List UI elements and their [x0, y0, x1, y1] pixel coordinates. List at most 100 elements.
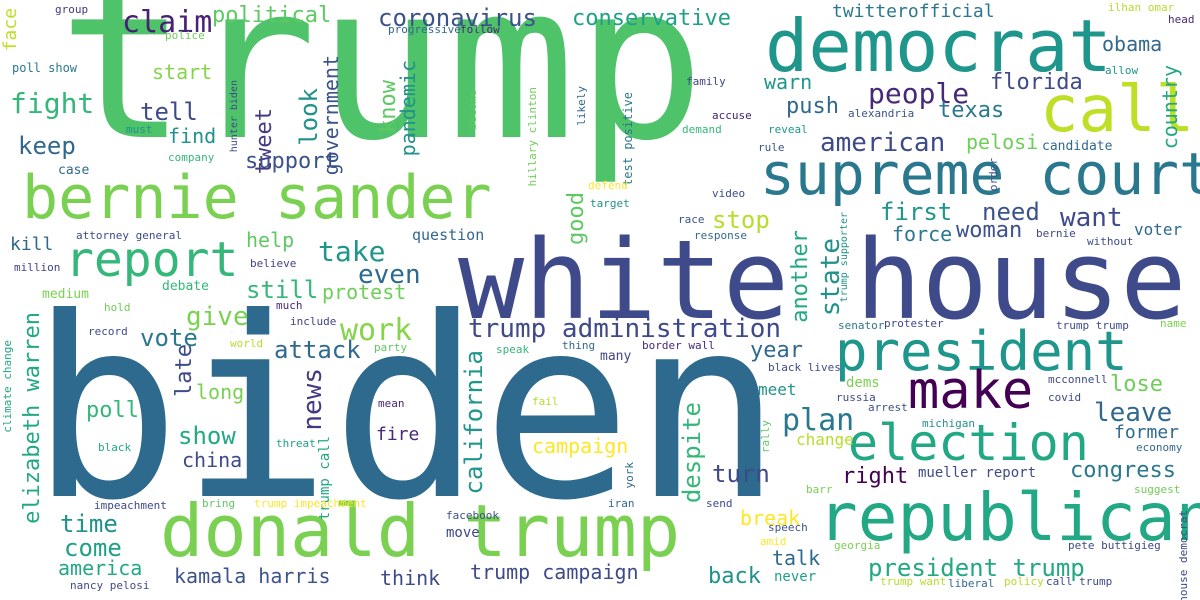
word: trump trump	[1056, 319, 1129, 332]
word: people	[868, 77, 970, 110]
word: climate change	[1, 340, 14, 433]
word: support	[245, 149, 338, 174]
word: without	[1087, 235, 1134, 248]
word: attack	[274, 336, 361, 364]
word: case	[58, 163, 90, 178]
word: push	[786, 94, 839, 119]
word: congress	[1070, 458, 1176, 483]
word: first	[880, 198, 953, 226]
word: medium	[42, 287, 89, 302]
word: bernie sander	[22, 163, 492, 233]
word: woman	[956, 218, 1023, 243]
word: find	[168, 124, 217, 148]
word: many	[600, 349, 632, 364]
word: trump campaign	[470, 560, 639, 584]
word: move	[446, 525, 480, 541]
word: group	[55, 3, 89, 16]
word: threat	[276, 437, 316, 450]
word: name	[1160, 317, 1187, 330]
word: russia	[836, 391, 876, 404]
word: york	[623, 462, 636, 489]
word: fail	[532, 395, 559, 408]
word: company	[168, 151, 215, 164]
word: think	[380, 566, 441, 590]
word: fight	[10, 87, 95, 120]
word: speak	[496, 343, 530, 356]
word: police	[165, 29, 205, 42]
word: warn	[764, 70, 813, 94]
word: candidate	[1042, 139, 1113, 154]
word: american	[820, 128, 946, 158]
word: border wall	[642, 339, 715, 352]
word: help	[246, 228, 295, 252]
word: trump impeachment	[254, 497, 367, 510]
word: conservative	[572, 6, 731, 31]
word: mueller report	[918, 465, 1037, 481]
word: must	[126, 123, 153, 136]
word: president trump	[868, 554, 1085, 582]
word: debate	[162, 279, 209, 294]
word: pete buttigieg	[1068, 539, 1161, 552]
word: pandemic	[396, 60, 420, 157]
word: head	[1168, 13, 1195, 26]
word: speech	[768, 521, 808, 534]
word: former	[1114, 422, 1180, 443]
word: attorney general	[76, 229, 182, 242]
word: order	[987, 158, 1000, 192]
word: become	[466, 90, 479, 130]
word: president	[835, 320, 1128, 383]
word: defend	[588, 179, 628, 192]
word: kill	[10, 234, 54, 255]
word: campaign	[532, 434, 629, 458]
word: call trump	[1046, 575, 1113, 588]
word: never	[774, 569, 817, 585]
word: question	[412, 226, 485, 244]
word: break	[740, 506, 801, 530]
word: florida	[990, 70, 1083, 95]
word: dems	[846, 375, 880, 391]
word: include	[290, 315, 337, 328]
word: year	[750, 338, 803, 363]
word: arrest	[868, 401, 908, 414]
word: democrat	[765, 4, 1112, 88]
word: impeachment	[94, 499, 167, 512]
word: hillary clinton	[526, 87, 539, 187]
word: senator	[838, 319, 885, 332]
word: give	[186, 302, 249, 332]
word: accuse	[712, 109, 752, 122]
word: long	[196, 380, 245, 404]
word: republican	[818, 479, 1200, 556]
word: test positive	[621, 92, 635, 186]
word: video	[712, 187, 746, 200]
word: million	[14, 261, 61, 274]
word: house democrat	[1177, 510, 1190, 600]
word: family	[686, 75, 726, 88]
word: policy	[1004, 575, 1044, 588]
word: nancy pelosi	[70, 579, 150, 592]
word: change	[796, 430, 854, 449]
word: mcconnell	[1048, 373, 1108, 386]
word: california	[460, 350, 488, 495]
word: rally	[759, 420, 772, 454]
word: texas	[938, 98, 1005, 123]
word: believe	[250, 257, 297, 270]
word: georgia	[834, 539, 881, 552]
word: supreme court	[760, 140, 1200, 208]
word: alexandria	[848, 107, 915, 120]
word: facebook	[446, 509, 499, 522]
word: trump administration	[468, 314, 782, 344]
word: look	[295, 88, 323, 146]
word: meet	[758, 380, 797, 399]
word: election	[848, 414, 1089, 472]
word: voter	[1134, 220, 1183, 239]
word: turn	[712, 460, 770, 488]
word: white house	[458, 216, 1187, 344]
word: america	[58, 556, 143, 580]
word: take	[318, 235, 386, 268]
word: call	[1040, 73, 1195, 147]
word: make	[908, 361, 1034, 421]
word: state	[816, 238, 846, 317]
word: tell	[140, 98, 198, 126]
word: even	[358, 260, 421, 290]
word: back	[708, 564, 761, 589]
